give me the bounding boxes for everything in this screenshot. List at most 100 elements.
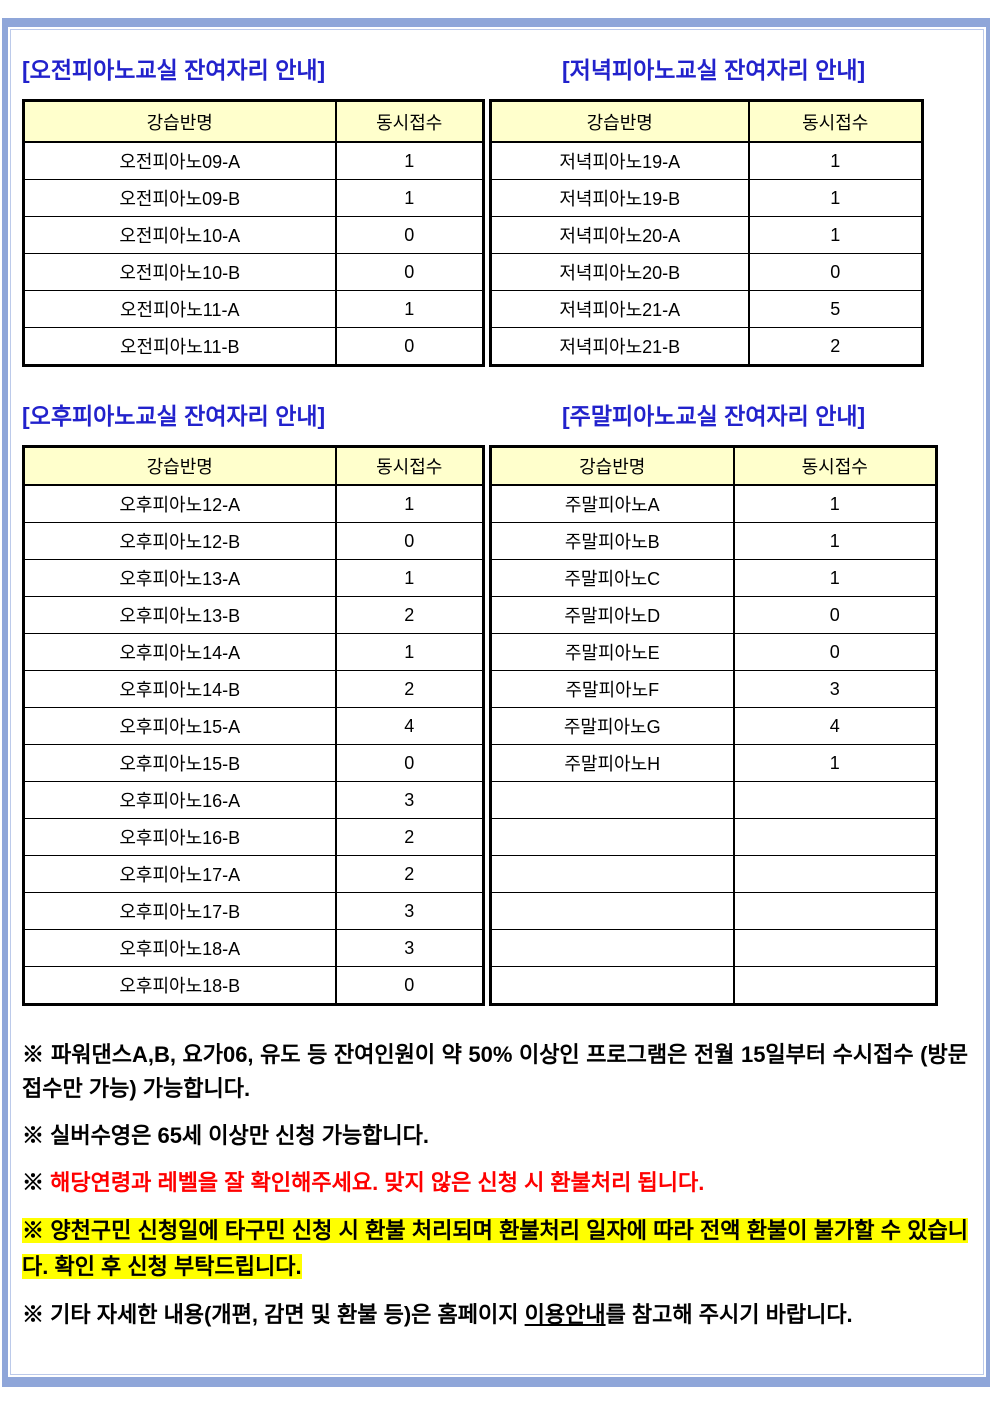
weekend-piano-table: 강습반명 동시접수 주말피아노A 1 주말피아노B 1 주말피아노C 1 주말피아노D 0 주말…: [489, 445, 938, 1006]
note-marker: ※: [22, 1042, 45, 1067]
class-name-cell: 오후피아노13-A: [23, 559, 336, 597]
class-name-cell: 오후피아노17-B: [23, 892, 336, 930]
class-name-cell: 오후피아노18-A: [23, 929, 336, 967]
usage-guide-link[interactable]: 이용안내: [524, 1302, 606, 1327]
class-name-cell: 주말피아노F: [490, 670, 734, 708]
class-name-cell: 오전피아노10-A: [23, 216, 336, 254]
class-name-cell: 주말피아노B: [490, 522, 734, 560]
table-header-row: 강습반명 동시접수: [23, 446, 484, 486]
note-text: 양천구민 신청일에 타구민 신청 시 환불 처리되며 환불처리 일자에 따라 전…: [22, 1218, 968, 1279]
class-name-cell: 오후피아노15-A: [23, 707, 336, 745]
table-row: 저녁피아노19-B 1: [490, 179, 923, 217]
concurrent-count-header: 동시접수: [334, 446, 484, 486]
count-cell: [732, 818, 937, 856]
count-cell: 0: [334, 744, 484, 782]
table-header-row: 강습반명 동시접수: [490, 100, 923, 143]
count-cell: 2: [334, 596, 484, 634]
note-silver-swimming: ※ 실버수영은 65세 이상만 신청 가능합니다.: [22, 1119, 968, 1153]
table-row: 주말피아노D 0: [490, 596, 937, 634]
class-name-cell: 주말피아노D: [490, 596, 734, 634]
count-cell: 0: [334, 966, 484, 1005]
note-text-before: 기타 자세한 내용(개편, 감면 및 환불 등)은 홈페이지: [50, 1302, 525, 1327]
count-cell: 0: [334, 327, 484, 366]
table-row: 오후피아노15-A 4: [23, 707, 484, 745]
count-cell: 0: [732, 633, 937, 671]
count-cell: 4: [732, 707, 937, 745]
note-text-after: 를 참고해 주시기 바랍니다.: [605, 1302, 853, 1327]
class-name-cell: 오후피아노14-A: [23, 633, 336, 671]
class-name-cell: [490, 929, 734, 967]
class-name-cell: [490, 892, 734, 930]
class-name-header: 강습반명: [490, 446, 734, 486]
count-cell: 2: [334, 818, 484, 856]
count-cell: [732, 966, 937, 1005]
note-text: 파워댄스A,B, 요가06, 유도 등 잔여인원이 약 50% 이상인 프로그램…: [22, 1042, 968, 1101]
table-row: 오후피아노13-B 2: [23, 596, 484, 634]
class-name-cell: 주말피아노G: [490, 707, 734, 745]
class-name-cell: 오후피아노16-B: [23, 818, 336, 856]
section-2-titles: [오후피아노교실 잔여자리 안내] [주말피아노교실 잔여자리 안내]: [22, 397, 970, 431]
table-row: 오후피아노12-B 0: [23, 522, 484, 560]
table-row: 오후피아노14-A 1: [23, 633, 484, 671]
table-row: [490, 966, 937, 1005]
table-row: 저녁피아노20-A 1: [490, 216, 923, 254]
class-name-cell: [490, 966, 734, 1005]
note-refund-highlight: ※ 양천구민 신청일에 타구민 신청 시 환불 처리되며 환불처리 일자에 따라…: [22, 1213, 968, 1285]
note-marker: ※: [22, 1218, 45, 1243]
count-cell: [732, 781, 937, 819]
table-row: 오전피아노10-A 0: [23, 216, 484, 254]
table-row: [490, 818, 937, 856]
note-homepage-guide: ※ 기타 자세한 내용(개편, 감면 및 환불 등)은 홈페이지 이용안내를 참…: [22, 1298, 968, 1332]
count-cell: 1: [334, 290, 484, 328]
count-cell: 1: [334, 633, 484, 671]
class-name-header: 강습반명: [23, 100, 336, 143]
count-cell: 2: [334, 855, 484, 893]
count-cell: 1: [334, 141, 484, 180]
class-name-cell: 저녁피아노19-A: [490, 141, 749, 180]
highlighted-text: ※ 양천구민 신청일에 타구민 신청 시 환불 처리되며 환불처리 일자에 따라…: [22, 1218, 968, 1279]
count-cell: 0: [334, 522, 484, 560]
table-row: 오후피아노17-B 3: [23, 892, 484, 930]
count-cell: 1: [732, 522, 937, 560]
note-marker: ※: [22, 1170, 45, 1195]
count-cell: 3: [334, 892, 484, 930]
count-cell: 0: [334, 216, 484, 254]
table-row: 오후피아노16-B 2: [23, 818, 484, 856]
note-marker: ※: [22, 1302, 45, 1327]
table-row: 주말피아노B 1: [490, 522, 937, 560]
count-cell: 2: [334, 670, 484, 708]
class-name-cell: 오전피아노10-B: [23, 253, 336, 291]
table-row: [490, 855, 937, 893]
table-row: [490, 892, 937, 930]
class-name-cell: 오후피아노14-B: [23, 670, 336, 708]
count-cell: 1: [334, 484, 484, 523]
class-name-cell: 저녁피아노20-B: [490, 253, 749, 291]
note-text: 해당연령과 레벨을 잘 확인해주세요. 맞지 않은 신청 시 환불처리 됩니다.: [50, 1170, 705, 1195]
class-name-cell: 저녁피아노20-A: [490, 216, 749, 254]
morning-section-title: [오전피아노교실 잔여자리 안내]: [22, 57, 326, 83]
evening-piano-table: 강습반명 동시접수 저녁피아노19-A 1 저녁피아노19-B 1 저녁피아노20-A 1…: [489, 99, 924, 367]
count-cell: 0: [747, 253, 923, 291]
class-name-cell: 오후피아노12-A: [23, 484, 336, 523]
table-row: 주말피아노C 1: [490, 559, 937, 597]
table-row: 오후피아노18-A 3: [23, 929, 484, 967]
class-name-cell: 주말피아노C: [490, 559, 734, 597]
count-cell: 5: [747, 290, 923, 328]
concurrent-count-header: 동시접수: [732, 446, 937, 486]
concurrent-count-header: 동시접수: [747, 100, 923, 143]
count-cell: 0: [334, 253, 484, 291]
count-cell: 1: [747, 179, 923, 217]
class-name-cell: 오후피아노16-A: [23, 781, 336, 819]
class-name-cell: 오전피아노09-B: [23, 179, 336, 217]
class-name-header: 강습반명: [23, 446, 336, 486]
note-text: 실버수영은 65세 이상만 신청 가능합니다.: [50, 1123, 430, 1148]
table-row: 주말피아노F 3: [490, 670, 937, 708]
note-marker: ※: [22, 1123, 45, 1148]
table-row: 저녁피아노20-B 0: [490, 253, 923, 291]
section-morning-evening: [오전피아노교실 잔여자리 안내] [저녁피아노교실 잔여자리 안내] 강습반명…: [22, 51, 970, 367]
table-row: 저녁피아노21-A 5: [490, 290, 923, 328]
section-1-tables: 강습반명 동시접수 오전피아노09-A 1 오전피아노09-B 1 오전피아노10-A 0…: [22, 99, 970, 367]
class-name-cell: [490, 818, 734, 856]
concurrent-count-header: 동시접수: [334, 100, 484, 143]
table-row: 오전피아노11-A 1: [23, 290, 484, 328]
